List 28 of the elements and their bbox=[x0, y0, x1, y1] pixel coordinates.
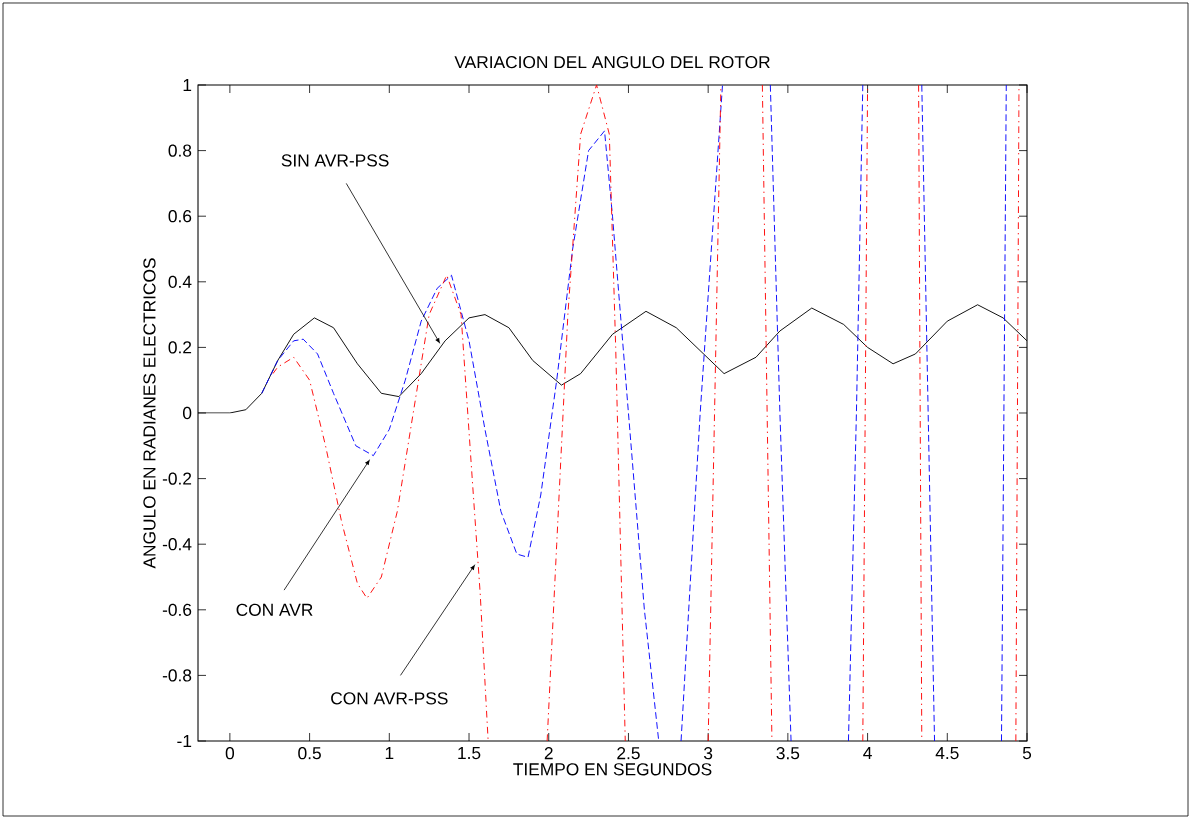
x-tick-label: 0 bbox=[225, 747, 235, 760]
y-tick-label: -0.2 bbox=[162, 472, 192, 485]
x-axis-title: TIEMPO EN SEGUNDOS bbox=[513, 763, 712, 776]
x-tick-label: 3 bbox=[704, 747, 713, 760]
x-tick-label: 5 bbox=[1022, 747, 1032, 760]
x-tick-label: 0.5 bbox=[298, 747, 321, 760]
y-tick-label: -0.6 bbox=[162, 603, 192, 616]
y-axis-title: ANGULO EN RADIANES ELECTRICOS bbox=[143, 258, 156, 569]
chart-title: VARIACION DEL ANGULO DEL ROTOR bbox=[454, 56, 770, 69]
y-tick-label: 0.6 bbox=[168, 210, 192, 223]
x-tick-label: 4 bbox=[863, 747, 872, 759]
annotation: CON AVR bbox=[236, 603, 313, 616]
x-tick-label: 1.5 bbox=[458, 747, 481, 760]
x-tick-label: 2.5 bbox=[617, 747, 640, 760]
y-tick-label: -1 bbox=[177, 735, 192, 747]
x-tick-label: 4.5 bbox=[935, 747, 959, 760]
annotation: CON AVR-PSS bbox=[331, 692, 448, 705]
y-tick-label: 0.2 bbox=[168, 341, 192, 354]
y-tick-label: 0.4 bbox=[168, 275, 192, 288]
x-tick-label: 2 bbox=[544, 747, 553, 760]
y-tick-label: -0.4 bbox=[162, 538, 192, 551]
y-tick-label: 0 bbox=[182, 406, 192, 420]
y-tick-label: -0.8 bbox=[162, 669, 192, 682]
y-tick-label: 0.8 bbox=[168, 144, 192, 157]
annotation: SIN AVR-PSS bbox=[281, 154, 389, 167]
x-tick-label: 1 bbox=[385, 747, 394, 759]
y-tick-label: 1 bbox=[183, 79, 192, 91]
x-tick-label: 3.5 bbox=[776, 747, 800, 760]
